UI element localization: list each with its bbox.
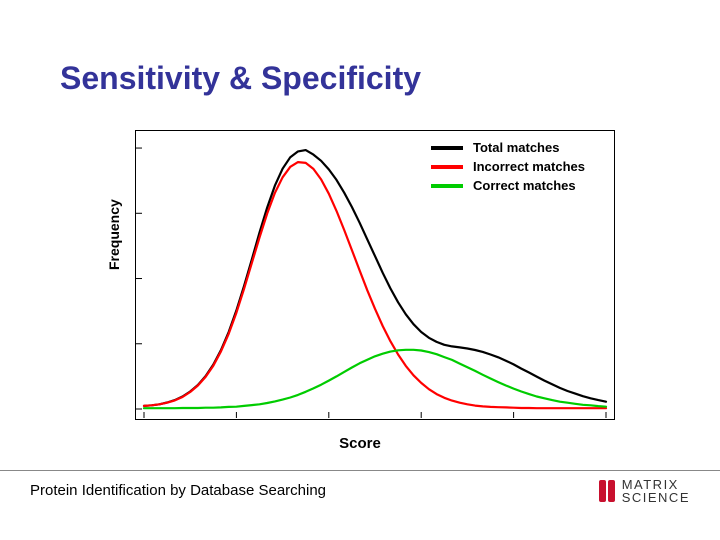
legend-label: Correct matches [473,177,576,195]
logo-text-bottom: SCIENCE [622,491,690,504]
x-axis-label: Score [0,435,720,452]
footer-divider [0,470,720,471]
series-incorrect [144,162,606,408]
legend-swatch [431,184,463,188]
legend-label: Incorrect matches [473,158,585,176]
page-title: Sensitivity & Specificity [60,60,421,97]
legend-swatch [431,165,463,169]
footer-text: Protein Identification by Database Searc… [30,482,326,499]
logo-text: MATRIX SCIENCE [622,478,690,504]
legend-item: Correct matches [431,177,585,195]
slide: Sensitivity & Specificity Frequency Tota… [0,0,720,540]
chart-frame: Total matchesIncorrect matchesCorrect ma… [135,130,615,420]
legend-swatch [431,146,463,150]
legend-label: Total matches [473,139,559,157]
y-axis-label: Frequency [106,199,122,270]
legend-item: Total matches [431,139,585,157]
legend: Total matchesIncorrect matchesCorrect ma… [431,139,585,196]
legend-item: Incorrect matches [431,158,585,176]
series-correct [144,350,606,408]
logo-icon [598,478,616,504]
matrix-science-logo: MATRIX SCIENCE [598,478,690,504]
